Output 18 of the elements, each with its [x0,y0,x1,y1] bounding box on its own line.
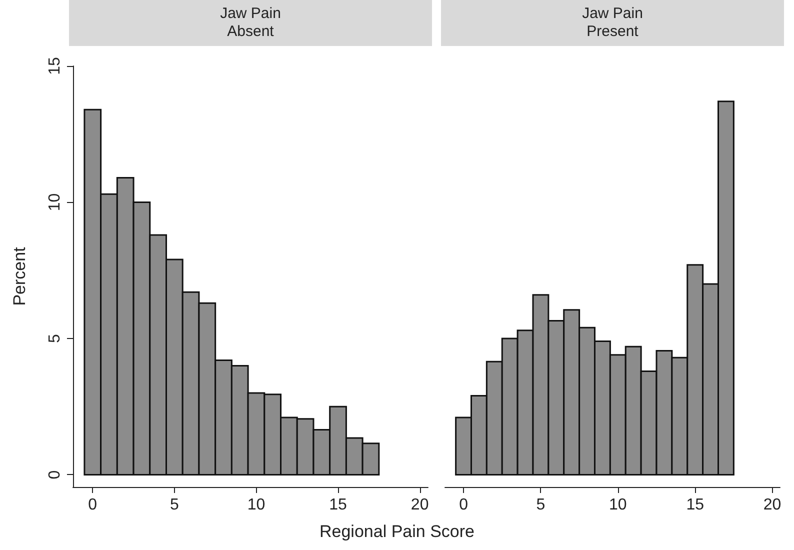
chart-title: Jaw Pain Present [441,0,784,46]
x-tick-label: 5 [536,496,546,514]
x-tick-label: 5 [170,496,179,514]
x-tick-label: 10 [609,496,627,514]
x-tick-label: 0 [88,496,98,514]
y-tick-label: 10 [46,193,64,212]
y-tick-label: 0 [46,470,64,480]
x-axis-title: Regional Pain Score [318,522,476,542]
chart-title: Jaw Pain Absent [69,0,432,46]
x-tick-label: 10 [247,496,266,514]
x-tick-label: 20 [763,496,782,514]
x-tick-label: 15 [686,496,704,514]
x-tick-label: 0 [459,496,468,514]
y-axis-title: Percent [10,246,29,306]
x-tick-label: 15 [329,496,348,514]
x-tick-label: 20 [410,496,429,514]
y-tick-label: 5 [46,334,64,343]
y-tick-label: 15 [46,57,64,75]
